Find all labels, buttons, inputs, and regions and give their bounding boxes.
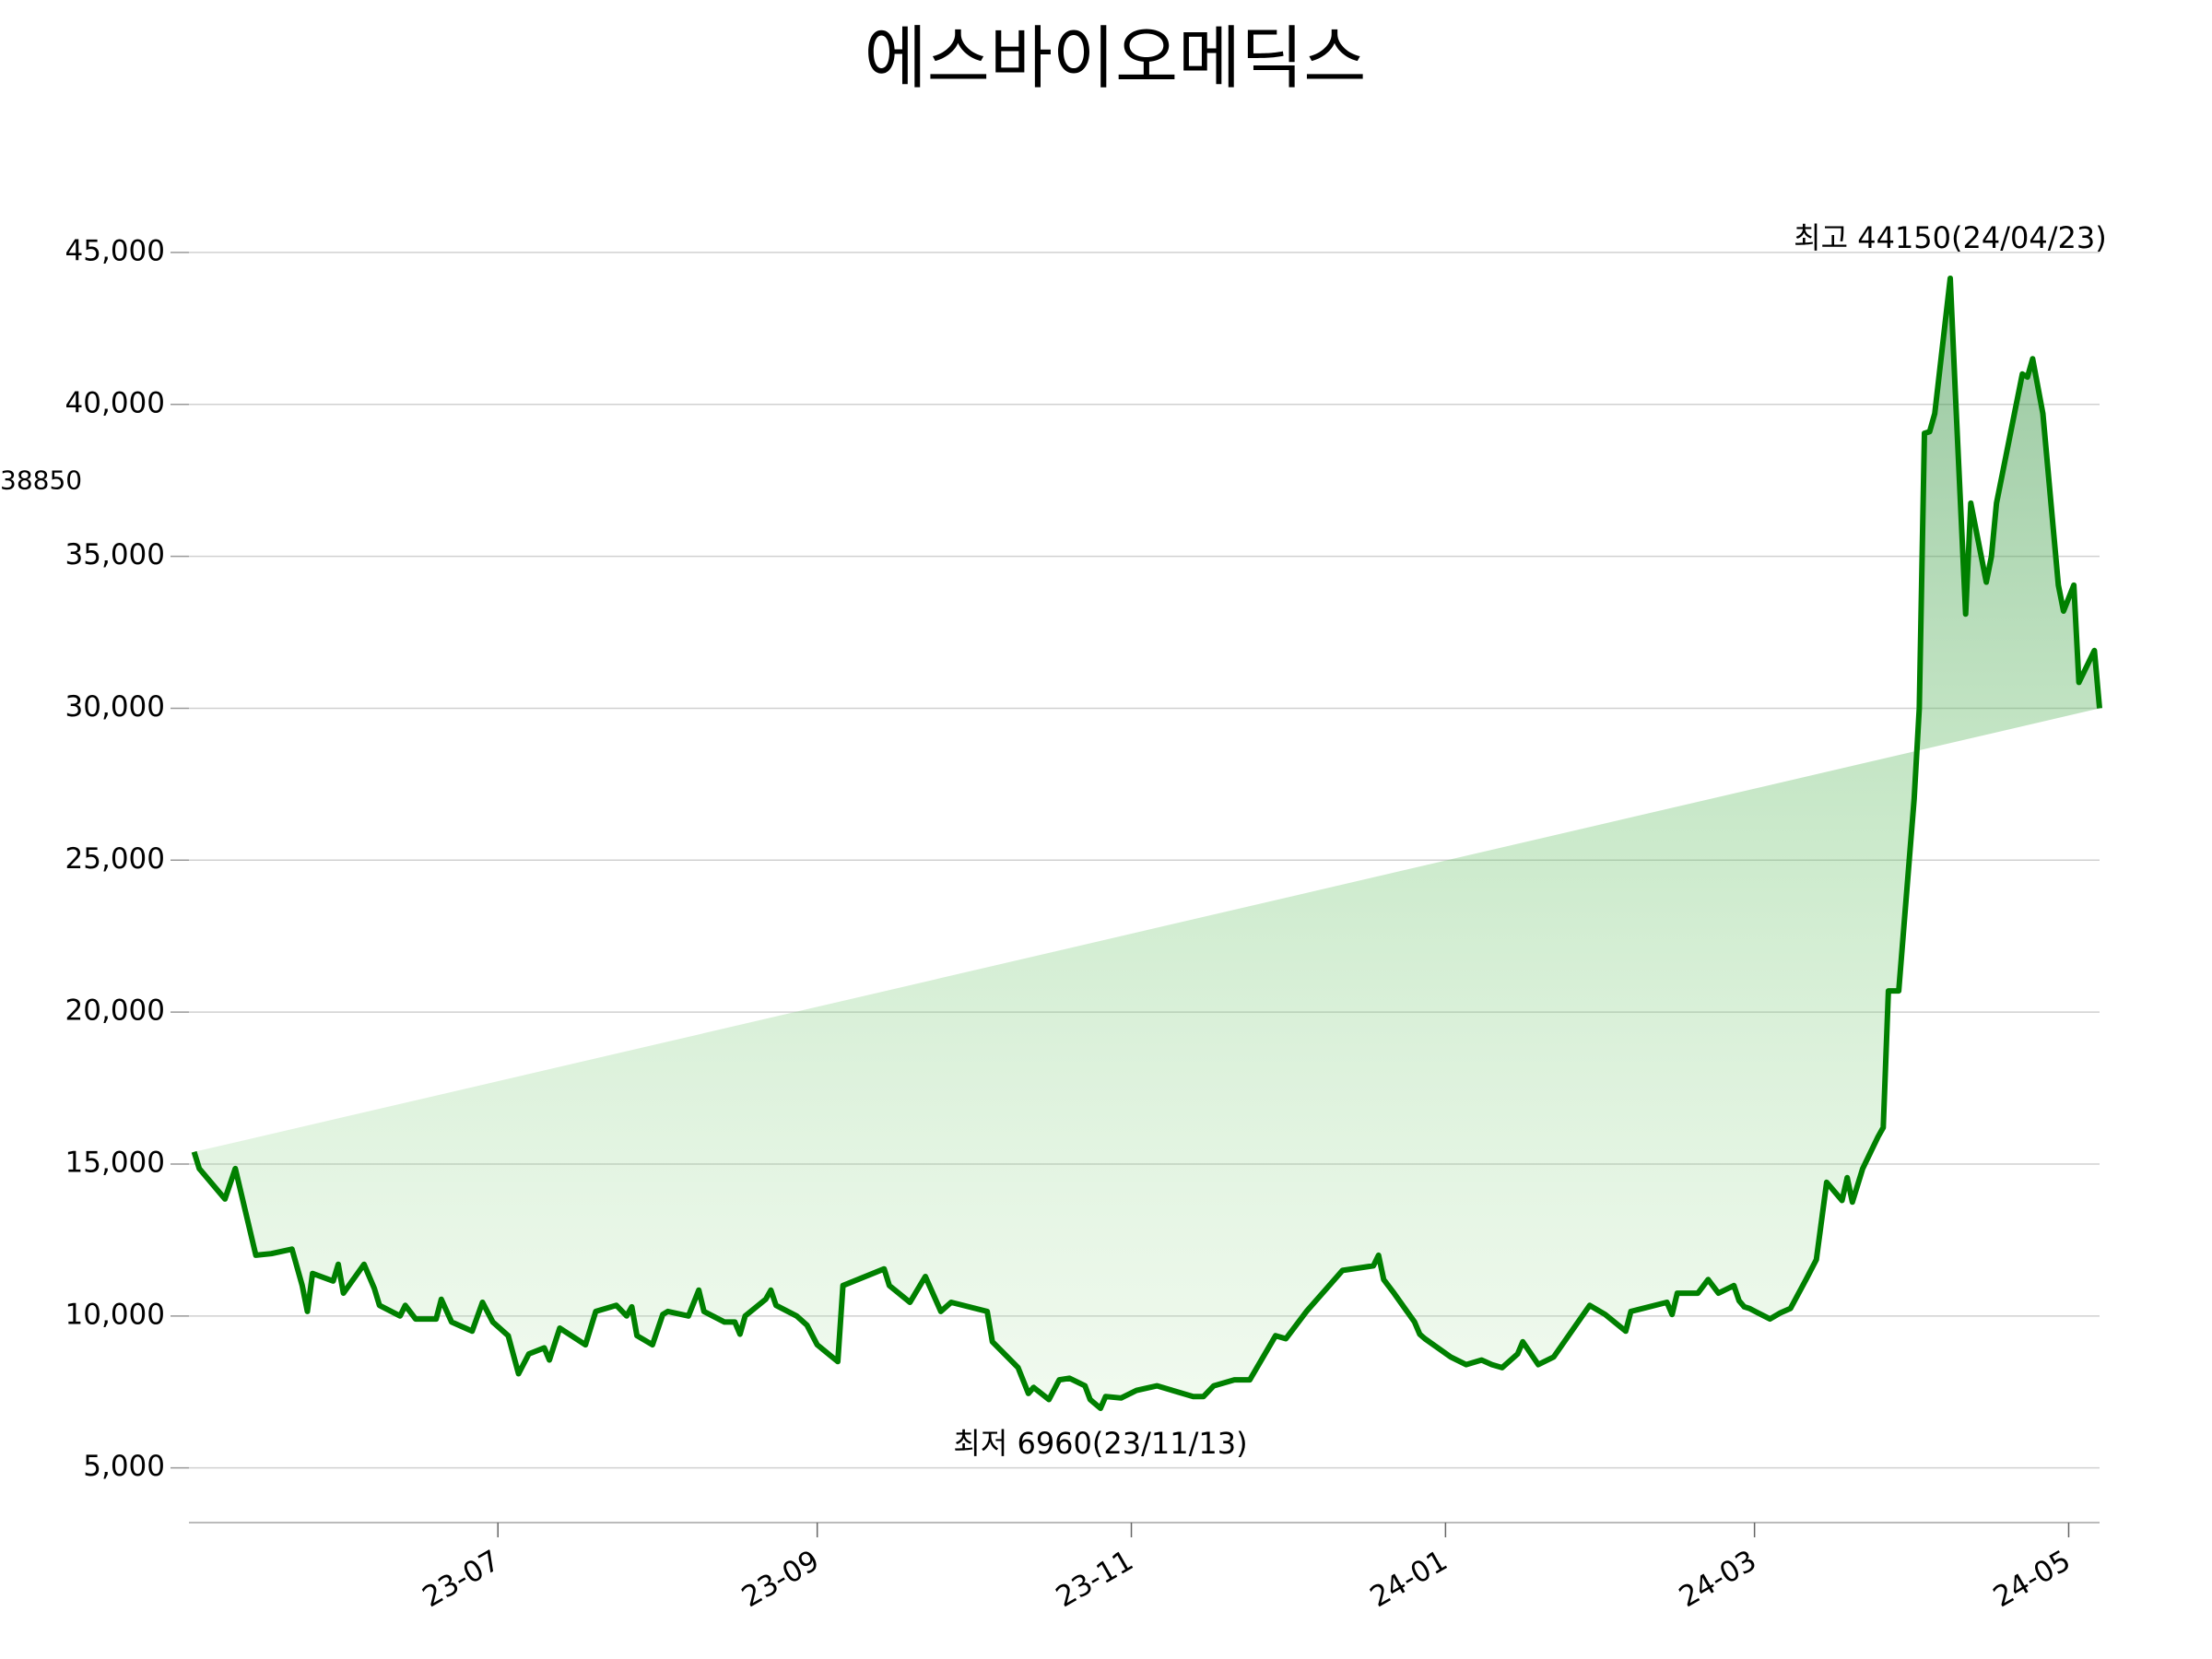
x-tick-label: 24-01 <box>1365 1544 1453 1614</box>
y-tick-label: 25,000 <box>65 842 165 876</box>
x-tick-label: 24-03 <box>1674 1544 1762 1614</box>
y-tick-label: 10,000 <box>65 1298 165 1331</box>
y-tick-label: 20,000 <box>65 994 165 1028</box>
price-line <box>191 276 2102 1411</box>
area <box>194 278 2100 1408</box>
y-tick-label: 15,000 <box>65 1146 165 1179</box>
chart-title: 에스바이오메딕스 <box>865 19 1367 99</box>
y-tick-label: 40,000 <box>65 386 165 419</box>
annotation: 최고 44150(24/04/23) <box>1794 220 2107 255</box>
y-tick-label: 30,000 <box>65 690 165 724</box>
annotation: 최저 6960(23/11/13) <box>953 1426 1247 1461</box>
x-tick-label: 23-07 <box>417 1544 505 1614</box>
y-tick-label: 5,000 <box>83 1450 165 1483</box>
x-tick-label: 23-09 <box>736 1544 825 1614</box>
annotation: 38850 <box>0 465 82 496</box>
y-tick-label: 35,000 <box>65 538 165 571</box>
x-tick-label: 24-05 <box>1988 1544 2077 1614</box>
x-tick-label: 23-11 <box>1051 1544 1139 1614</box>
y-tick-label: 45,000 <box>65 234 165 267</box>
